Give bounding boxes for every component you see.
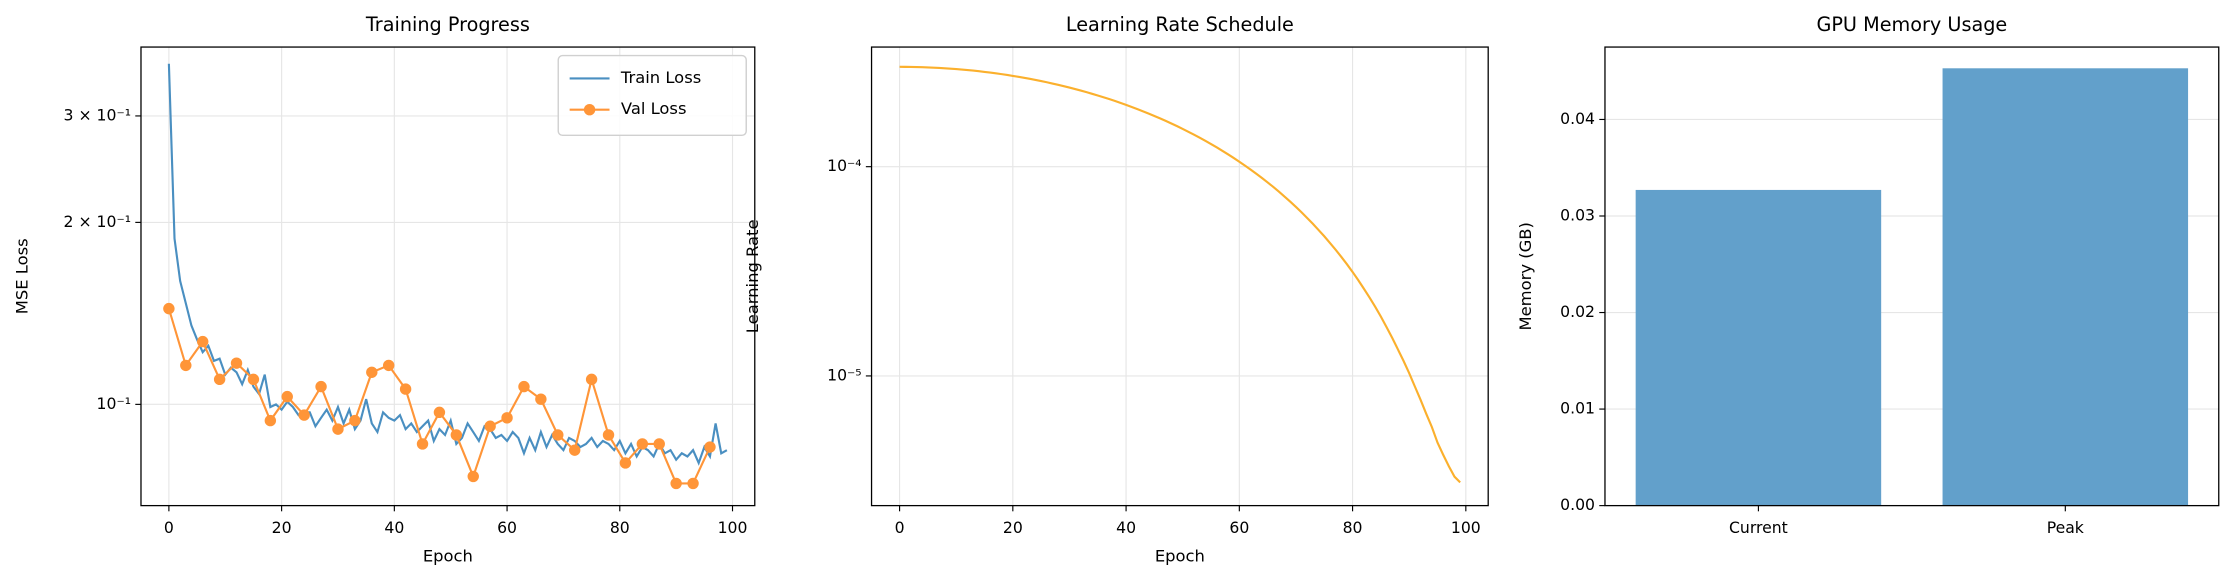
axes-frame [870, 46, 1489, 507]
marker [467, 470, 479, 483]
legend-box [557, 54, 747, 137]
x-tick-label: 0 [895, 518, 905, 537]
line [167, 308, 711, 485]
marker [704, 441, 716, 453]
line [899, 65, 1461, 484]
marker [450, 429, 463, 441]
marker [416, 438, 429, 450]
marker [670, 477, 682, 490]
legend-marker [583, 104, 596, 116]
x-tick-label: Current [1729, 518, 1788, 537]
marker [197, 335, 209, 348]
marker [180, 359, 192, 372]
y-axis-label: Memory (GB) [1516, 222, 1535, 330]
subplot: 10⁻⁵ 10⁻⁴ 0 20 40 60 80 100 Learning Rate Schedu… [743, 13, 1489, 565]
marker [247, 373, 260, 386]
chart-title: Training Progress [365, 13, 530, 36]
x-tick-label: 80 [610, 518, 630, 537]
marker [653, 438, 665, 450]
marker [636, 438, 649, 450]
marker [230, 357, 243, 369]
x-tick-label: 60 [497, 518, 517, 537]
x-tick-label: 100 [718, 518, 748, 537]
marker [585, 373, 598, 386]
y-tick-label: 10⁻⁴ [827, 156, 861, 175]
x-tick-label: 40 [1116, 518, 1136, 537]
x-tick-label: 0 [164, 518, 174, 537]
line [167, 63, 728, 466]
subplot: 0.00 0.01 0.02 0.03 0.04 Current Peak GPU Memor… [1516, 13, 2220, 537]
plot-area [899, 65, 1461, 484]
x-tick-label: 80 [1343, 518, 1363, 537]
marker [484, 420, 496, 432]
marker [332, 423, 344, 435]
y-tick-label: 0.00 [1560, 495, 1595, 514]
y-axis-label: MSE Loss [12, 238, 31, 314]
marker [349, 414, 361, 427]
x-tick-label: 20 [272, 518, 292, 537]
chart-title: GPU Memory Usage [1816, 13, 2007, 36]
marker [552, 429, 564, 441]
axes-frame [140, 46, 756, 507]
y-tick-label: 0.04 [1560, 109, 1595, 128]
marker [433, 406, 446, 419]
x-tick-label: Peak [2047, 518, 2085, 537]
x-tick-label: 40 [384, 518, 404, 537]
marker [518, 380, 530, 393]
y-axis-label: Learning Rate [743, 219, 762, 333]
marker [163, 302, 175, 315]
legend-label: Train Loss [620, 68, 701, 87]
y-tick-label: 0.02 [1560, 302, 1595, 321]
plot-area [1635, 68, 2189, 506]
x-tick-label: 20 [1003, 518, 1023, 537]
marker [687, 477, 699, 490]
marker [569, 444, 581, 456]
marker [315, 380, 327, 393]
axes-frame [1604, 46, 2220, 507]
marker [399, 383, 412, 395]
marker [281, 390, 293, 403]
legend-label: Val Loss [621, 99, 687, 118]
marker [213, 373, 226, 386]
subplot: 10⁻¹ 2 × 10⁻¹ 3 × 10⁻¹ 0 20 40 60 80 100 Train Lo… [12, 13, 756, 565]
x-tick-label: 100 [1451, 518, 1481, 537]
marker [298, 409, 310, 421]
y-tick-label: 10⁻⁵ [827, 365, 861, 384]
y-tick-label: 10⁻¹ [97, 394, 131, 413]
chart-title: Learning Rate Schedule [1066, 13, 1294, 36]
legend: Train Loss Val Loss [557, 54, 747, 137]
y-tick-label: 0.03 [1560, 205, 1595, 224]
marker [619, 457, 632, 469]
plot-area [163, 63, 728, 490]
x-tick-label: 60 [1229, 518, 1249, 537]
x-axis-label: Epoch [1155, 546, 1205, 565]
y-tick-label: 3 × 10⁻¹ [64, 105, 131, 124]
marker [602, 429, 615, 441]
marker [264, 414, 277, 427]
bar [1635, 189, 1882, 506]
marker [535, 393, 547, 405]
y-tick-label: 0.01 [1560, 399, 1595, 418]
bar [1942, 68, 2189, 506]
y-tick-label: 2 × 10⁻¹ [64, 212, 131, 231]
marker [501, 412, 513, 424]
x-axis-label: Epoch [423, 546, 473, 565]
marker [383, 359, 395, 372]
marker [366, 366, 378, 378]
